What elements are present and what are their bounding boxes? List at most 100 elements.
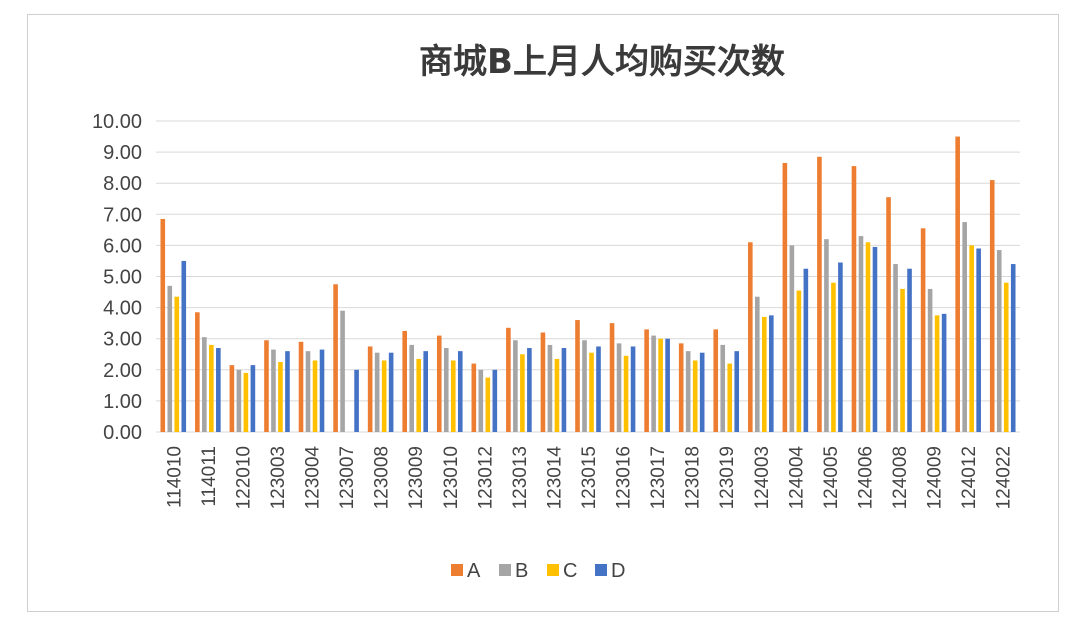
bar-series [160,136,1016,433]
bar-a-123004 [298,341,304,432]
x-tick-label: 124003 [752,446,773,509]
bar-c-123014 [554,358,560,432]
bar-b-114011 [202,337,207,432]
bar-d-123009 [423,351,428,432]
y-tick-label: 3.00 [103,329,142,351]
bar-c-123003 [278,362,283,432]
bar-c-123004 [312,360,318,432]
x-tick-label: 124009 [925,446,946,509]
bar-c-114010 [174,296,180,432]
bar-b-123014 [547,344,553,432]
bar-b-123016 [616,343,622,432]
bar-a-123017 [644,329,649,432]
bar-a-123014 [540,332,546,432]
bar-d-114010 [181,260,187,432]
x-tick-label: 124022 [994,446,1015,509]
bar-b-124009 [927,288,933,432]
bar-a-123016 [609,323,615,432]
bar-c-114011 [209,344,214,432]
x-tick-label: 122010 [233,446,254,509]
bar-a-124006 [851,166,857,432]
x-tick-label: 123014 [544,446,565,510]
y-tick-label: 5.00 [103,267,142,289]
legend-label-a: A [467,560,481,582]
legend-label-d: D [611,560,625,582]
x-tick-label: 123012 [475,446,496,509]
bar-d-123007 [354,369,359,432]
legend-swatch-c [547,564,559,576]
x-tick-label: 123009 [406,446,427,509]
bar-a-123009 [402,330,407,432]
bar-b-123013 [513,340,518,432]
bar-c-124005 [831,282,836,432]
x-tick-label: 123004 [303,446,324,510]
bar-a-124005 [817,156,822,432]
bar-a-123010 [436,335,442,432]
y-tick-label: 1.00 [103,391,142,413]
bar-c-124006 [865,242,871,432]
bar-a-124012 [955,136,960,433]
bar-b-123019 [720,344,726,432]
bar-a-123008 [367,346,373,432]
x-tick-label: 123013 [510,446,531,509]
bar-c-124003 [762,316,767,432]
bar-a-114010 [160,218,166,432]
bar-c-123015 [589,352,594,432]
bar-d-114011 [216,348,221,432]
legend: A B C D [451,560,625,582]
x-tick-label: 124008 [890,446,911,509]
legend-label-c: C [563,560,577,582]
bar-a-123012 [471,363,477,432]
bar-d-123012 [492,369,498,432]
y-tick-label: 0.00 [103,422,142,444]
bar-c-123016 [623,355,629,432]
bar-d-124012 [976,248,981,432]
bar-b-114010 [167,285,173,432]
bar-a-123013 [506,327,511,432]
bar-d-123015 [596,346,601,432]
y-tick-label: 6.00 [103,235,142,257]
bar-d-123018 [699,352,705,432]
legend-swatch-b [499,564,511,576]
bar-c-123009 [416,358,421,432]
bar-c-123018 [692,360,698,432]
bar-b-124006 [858,236,864,432]
y-tick-label: 9.00 [103,142,142,164]
bar-b-124008 [893,264,898,432]
bar-b-123012 [478,369,484,432]
bar-b-124022 [996,250,1002,432]
bar-d-124003 [769,315,774,432]
bar-a-124009 [920,228,926,432]
bar-b-123009 [409,344,414,432]
bar-b-124005 [824,239,829,432]
bar-d-123003 [285,351,290,432]
bar-c-124009 [934,315,940,432]
x-tick-label: 123016 [614,446,635,509]
bar-d-123016 [630,346,636,432]
bar-d-124022 [1010,264,1016,432]
bar-d-123019 [734,351,740,432]
chart-canvas: 商城B上月人均购买次数 0.00 1.00 2.00 3.00 4.00 5.00 6.00… [92,42,1020,582]
bar-d-123008 [388,352,394,432]
y-tick-label: 2.00 [103,360,142,382]
bar-b-124012 [962,222,967,432]
bar-d-124005 [838,262,843,432]
x-tick-label: 114010 [164,446,185,508]
chart-frame: 商城B上月人均购买次数 0.00 1.00 2.00 3.00 4.00 5.00 6.00… [27,14,1059,612]
bar-c-122010 [243,372,249,432]
y-axis-tick-labels: 0.00 1.00 2.00 3.00 4.00 5.00 6.00 7.00 8.00 9.00… [92,111,142,444]
bar-c-123019 [727,363,733,432]
bar-a-124008 [886,197,891,432]
bar-d-123010 [457,351,463,432]
bar-b-123007 [340,310,345,432]
x-tick-label: 123007 [337,446,358,509]
x-tick-label: 123010 [441,446,462,509]
x-tick-label: 123003 [268,446,289,509]
bar-a-123015 [575,320,580,432]
y-tick-label: 10.00 [92,111,142,133]
x-tick-label: 124005 [821,446,842,509]
bar-a-123007 [333,284,338,432]
x-tick-label: 124012 [959,446,980,509]
bar-c-124008 [900,288,905,432]
x-tick-label: 123017 [648,446,669,509]
